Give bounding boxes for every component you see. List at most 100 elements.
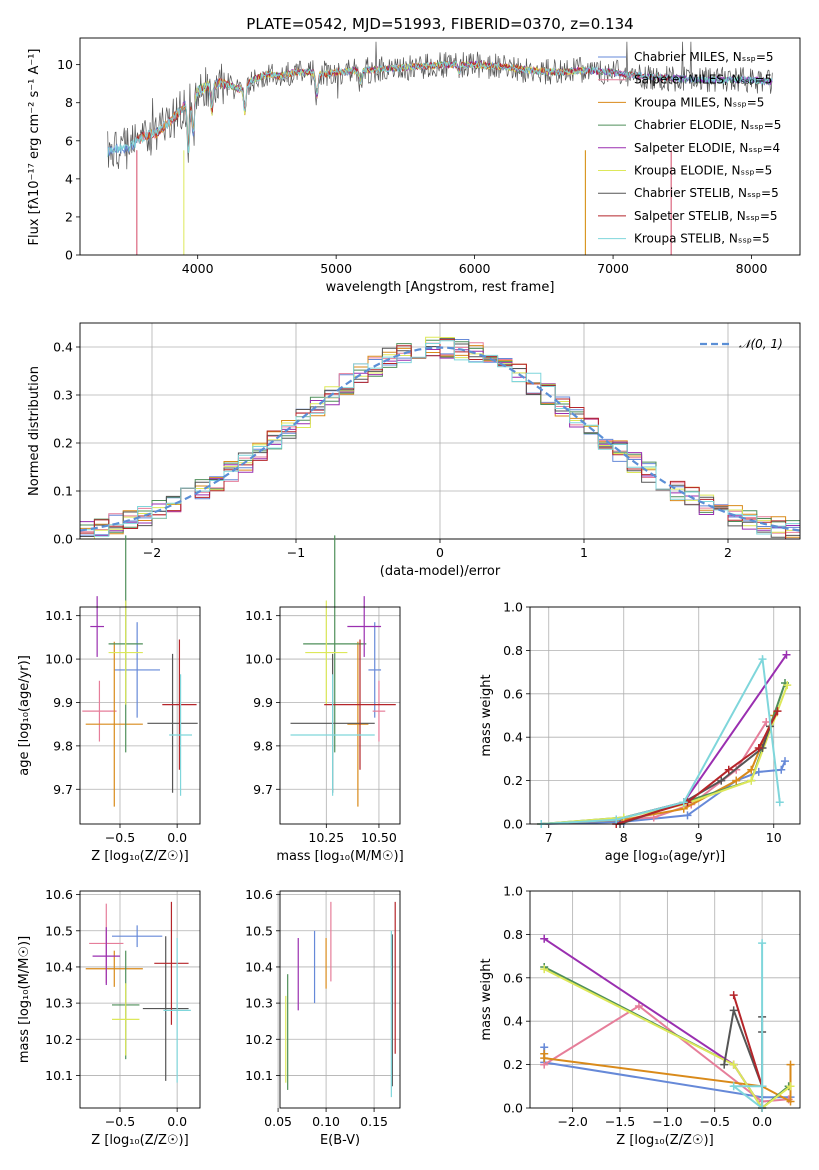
legend-label: Chabrier ELODIE, Nₛₛₚ=5 bbox=[634, 118, 781, 132]
mass_weight_vs_age-axes: 7 8 9 10 0.0 0.2 0.4 0.6 0.8 1.0 bbox=[503, 600, 800, 845]
errorbar-point bbox=[290, 674, 375, 796]
mass-weight-marker bbox=[773, 707, 782, 716]
mass-weight-marker bbox=[540, 1054, 549, 1063]
y-tick-label: 10.1 bbox=[245, 1068, 273, 1083]
x-tick-label: 8 bbox=[620, 830, 628, 845]
mass-weight-marker bbox=[540, 965, 549, 974]
x-tick-label: −2.0 bbox=[557, 1114, 587, 1129]
errorbar-point bbox=[85, 641, 143, 807]
legend-label: Salpeter STELIB, Nₛₛₚ=5 bbox=[634, 209, 778, 223]
y-tick-label: 9.9 bbox=[253, 695, 273, 710]
spectrum-line bbox=[136, 60, 672, 148]
age_vs_Z-frame bbox=[79, 606, 201, 825]
mass-weight-marker bbox=[729, 1082, 738, 1091]
legend-label: Salpeter ELODIE, Nₛₛₚ=4 bbox=[634, 141, 780, 155]
mass_weight_vs_age-frame bbox=[529, 606, 801, 825]
y-tick-label: 10 bbox=[57, 57, 73, 72]
age_vs_Z-axes: −0.5 0.0 9.7 9.8 9.9 10.0 10.1 bbox=[45, 535, 200, 845]
histogram-step bbox=[80, 336, 800, 540]
y-tick-label: 0.0 bbox=[53, 532, 73, 547]
mass_vs_Z-axes: −0.5 0.0 10.1 10.2 10.3 10.4 10.5 10.6 bbox=[45, 887, 200, 1129]
x-tick-label: −0.5 bbox=[700, 1114, 730, 1129]
x-tick-label: 1 bbox=[580, 545, 588, 560]
y-tick-label: 10.5 bbox=[45, 923, 73, 938]
y-tick-label: 10.0 bbox=[245, 652, 273, 667]
mass-weight-marker bbox=[754, 744, 763, 753]
mass-weight-marker bbox=[720, 1060, 729, 1069]
x-tick-label: 0.0 bbox=[752, 1114, 772, 1129]
y-tick-label: 0.1 bbox=[53, 484, 73, 499]
mass-weight-line bbox=[541, 655, 781, 825]
errorbar-point bbox=[92, 927, 120, 986]
x-tick-label: 10.25 bbox=[308, 830, 344, 845]
x-tick-label: −1.0 bbox=[652, 1114, 682, 1129]
y-tick-label: 2 bbox=[65, 209, 73, 224]
y-tick-label: 0.0 bbox=[503, 1101, 523, 1116]
residual_histogram-frame bbox=[79, 322, 801, 540]
y-tick-label: 1.0 bbox=[503, 600, 523, 615]
x-tick-label: −0.5 bbox=[105, 830, 135, 845]
mass-weight-marker bbox=[634, 1002, 643, 1011]
mass-weight-marker bbox=[786, 1082, 795, 1091]
y-tick-label: 0 bbox=[65, 248, 73, 263]
spectrum-xlabel: wavelength [Angstrom, rest frame] bbox=[326, 280, 555, 295]
errorbar-point bbox=[305, 600, 348, 705]
x-tick-label: −1.5 bbox=[605, 1114, 635, 1129]
mass-weight-line bbox=[541, 654, 788, 825]
age_vs_Z-xlabel: Z [log₁₀(Z/Z☉)] bbox=[91, 849, 188, 864]
mass-weight-line bbox=[541, 682, 786, 825]
x-tick-label: 10 bbox=[766, 830, 782, 845]
y-tick-label: 0.4 bbox=[503, 1014, 523, 1029]
x-tick-label: 0.05 bbox=[264, 1114, 292, 1129]
y-tick-label: 9.9 bbox=[53, 695, 73, 710]
x-tick-label: 0.0 bbox=[167, 1114, 187, 1129]
errorbar-point bbox=[372, 680, 386, 742]
errorbar-point bbox=[347, 596, 382, 657]
errorbar-point bbox=[82, 680, 117, 742]
legend-label: Kroupa ELODIE, Nₛₛₚ=5 bbox=[634, 164, 772, 178]
y-tick-label: 6 bbox=[65, 133, 73, 148]
mass-weight-marker bbox=[729, 991, 738, 1000]
errorbar-point bbox=[112, 983, 140, 1056]
spectrum-line bbox=[107, 60, 773, 158]
y-tick-label: 0.2 bbox=[503, 1057, 523, 1072]
mass-weight-marker bbox=[786, 1060, 795, 1069]
y-tick-label: 9.8 bbox=[53, 738, 73, 753]
mass_weight_vs_Z-ylabel: mass weight bbox=[479, 958, 494, 1040]
y-tick-label: 8 bbox=[65, 95, 73, 110]
errorbar-point bbox=[147, 653, 198, 793]
y-tick-label: 0.4 bbox=[503, 730, 523, 745]
x-tick-label: 7000 bbox=[597, 261, 629, 276]
errorbar-point bbox=[347, 641, 369, 807]
residual_histogram-ylabel: Normed distribution bbox=[27, 366, 42, 496]
age_vs_Z-ylabel: age [log₁₀(age/yr)] bbox=[17, 655, 32, 776]
mass_weight_vs_age-xlabel: age [log₁₀(age/yr)] bbox=[605, 849, 726, 864]
mass-weight-marker bbox=[782, 650, 791, 659]
y-tick-label: 10.3 bbox=[45, 996, 73, 1011]
mass-weight-marker bbox=[786, 1097, 795, 1106]
y-tick-label: 0.0 bbox=[503, 817, 523, 832]
mass-weight-marker bbox=[758, 939, 767, 948]
errorbar-point bbox=[112, 925, 163, 948]
figure-title: PLATE=0542, MJD=51993, FIBERID=0370, z=0… bbox=[246, 15, 633, 33]
mass_vs_EBV-xlabel: E(B-V) bbox=[320, 1133, 360, 1148]
mass_vs_EBV-axes: 0.05 0.10 0.15 10.1 10.2 10.3 10.4 10.5 10.6 bbox=[245, 887, 400, 1129]
y-tick-label: 0.4 bbox=[53, 340, 73, 355]
y-tick-label: 10.6 bbox=[45, 887, 73, 902]
errorbar-point bbox=[163, 938, 191, 1083]
y-tick-label: 10.1 bbox=[45, 608, 73, 623]
legend-label: Kroupa STELIB, Nₛₛₚ=5 bbox=[634, 232, 770, 246]
legend-label: Chabrier STELIB, Nₛₛₚ=5 bbox=[634, 186, 779, 200]
y-tick-label: 0.2 bbox=[53, 436, 73, 451]
errorbar-point bbox=[142, 936, 189, 1081]
spectrum-line bbox=[107, 41, 773, 170]
x-tick-label: −2 bbox=[143, 545, 161, 560]
errorbar-point bbox=[303, 535, 367, 753]
y-tick-label: 9.7 bbox=[253, 782, 273, 797]
errorbar-point bbox=[324, 639, 396, 770]
y-tick-label: 10.0 bbox=[45, 652, 73, 667]
y-tick-label: 10.5 bbox=[245, 923, 273, 938]
errorbar-point bbox=[169, 674, 192, 796]
errorbar-point bbox=[162, 639, 197, 770]
